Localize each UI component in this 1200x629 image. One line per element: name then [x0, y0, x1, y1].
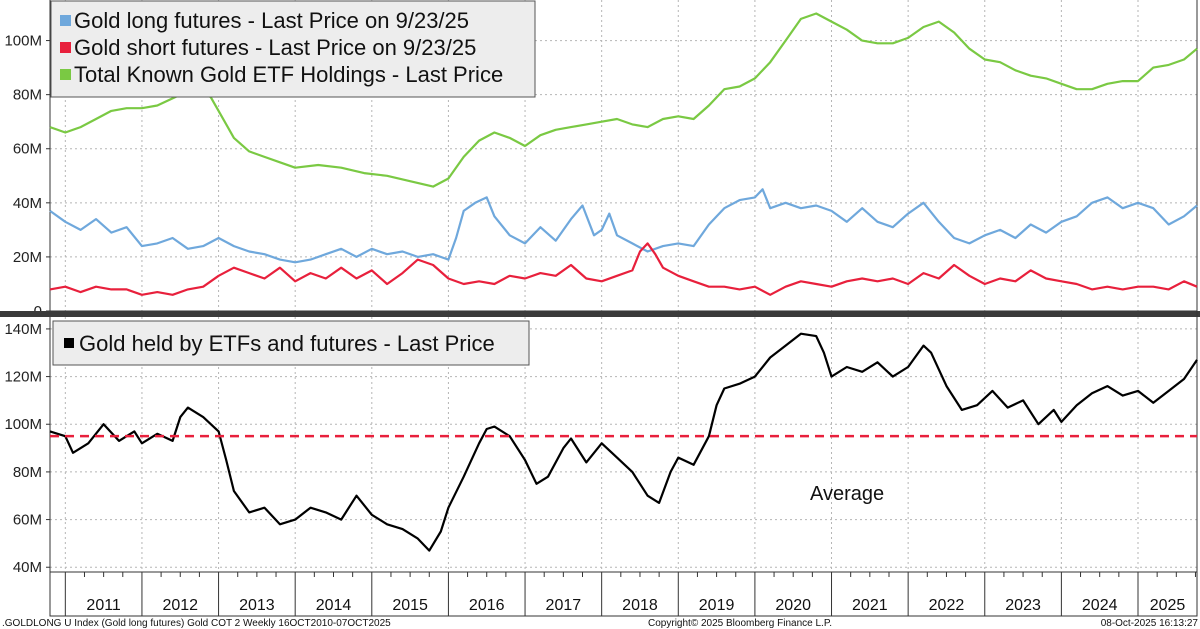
x-tick-label-2018: 2018 — [622, 597, 658, 614]
x-tick-label-2024: 2024 — [1082, 597, 1118, 614]
legend-swatch-etf — [60, 69, 71, 80]
bottom-y-tick-label: 60M — [13, 512, 42, 529]
average-annotation: Average — [810, 483, 884, 505]
top-series-line-2 — [49, 12, 1198, 188]
top-legend-box — [50, 0, 536, 98]
top-y-tick-label: 100M — [4, 33, 42, 50]
panel-divider — [0, 311, 1200, 317]
x-tick-label-2016: 2016 — [469, 597, 505, 614]
x-tick-label-2020: 2020 — [775, 597, 811, 614]
x-tick-label-2012: 2012 — [162, 597, 198, 614]
bottom-y-tick-label: 140M — [4, 321, 42, 338]
legend-label-etf: Total Known Gold ETF Holdings - Last Pri… — [74, 62, 503, 87]
bottom-y-tick-label: 120M — [4, 369, 42, 386]
x-tick-label-2013: 2013 — [239, 597, 275, 614]
x-tick-label-2011: 2011 — [86, 597, 121, 614]
bottom-legend-box — [52, 320, 530, 366]
footer-copyright: Copyright© 2025 Bloomberg Finance L.P. — [648, 618, 832, 629]
footer-source: .GOLDLONG U Index (Gold long futures) Go… — [2, 618, 391, 629]
top-y-tick-label: 60M — [13, 141, 42, 158]
top-series-line-1 — [49, 242, 1198, 296]
bottom-y-tick-label: 80M — [13, 464, 42, 481]
bottom-y-tick-label: 100M — [4, 416, 42, 433]
x-tick-label-2015: 2015 — [392, 597, 428, 614]
bottom-y-tick-label: 40M — [13, 559, 42, 576]
x-axis-band — [49, 571, 1198, 617]
x-tick-label-2022: 2022 — [929, 597, 965, 614]
x-tick-label-2025: 2025 — [1150, 597, 1186, 614]
legend-label-gold-long: Gold long futures - Last Price on 9/23/2… — [74, 8, 469, 33]
top-legend: Gold long futures - Last Price on 9/23/2… — [50, 0, 536, 98]
x-tick-label-2019: 2019 — [699, 597, 735, 614]
x-tick-label-2023: 2023 — [1005, 597, 1041, 614]
legend-swatch-total — [64, 338, 74, 348]
bottom-series-line-0 — [49, 332, 1198, 552]
x-tick-label-2021: 2021 — [852, 597, 888, 614]
bottom-legend: Gold held by ETFs and futures - Last Pri… — [52, 320, 530, 366]
top-y-tick-label: 40M — [13, 195, 42, 212]
top-panel-series — [49, 12, 1198, 296]
bottom-panel-series — [49, 332, 1198, 552]
x-tick-label-2017: 2017 — [546, 597, 582, 614]
top-y-tick-label: 20M — [13, 249, 42, 266]
legend-label-total: Gold held by ETFs and futures - Last Pri… — [79, 331, 495, 356]
top-series-line-0 — [49, 188, 1198, 264]
bottom-panel-y-axis: 40M 60M 80M 100M 120M 140M — [4, 321, 50, 576]
footer-timestamp: 08-Oct-2025 16:13:27 — [1101, 618, 1199, 629]
top-panel-y-axis: 020M40M60M80M100M — [4, 33, 50, 320]
legend-swatch-gold-short — [60, 42, 71, 53]
top-y-tick-label: 80M — [13, 87, 42, 104]
legend-label-gold-short: Gold short futures - Last Price on 9/23/… — [74, 35, 476, 60]
x-tick-label-2014: 2014 — [316, 597, 352, 614]
x-axis: 2011 2012 2013 2014 2015 2016 2017 2018 2019 2020… — [64, 572, 1196, 616]
legend-swatch-gold-long — [60, 15, 71, 26]
